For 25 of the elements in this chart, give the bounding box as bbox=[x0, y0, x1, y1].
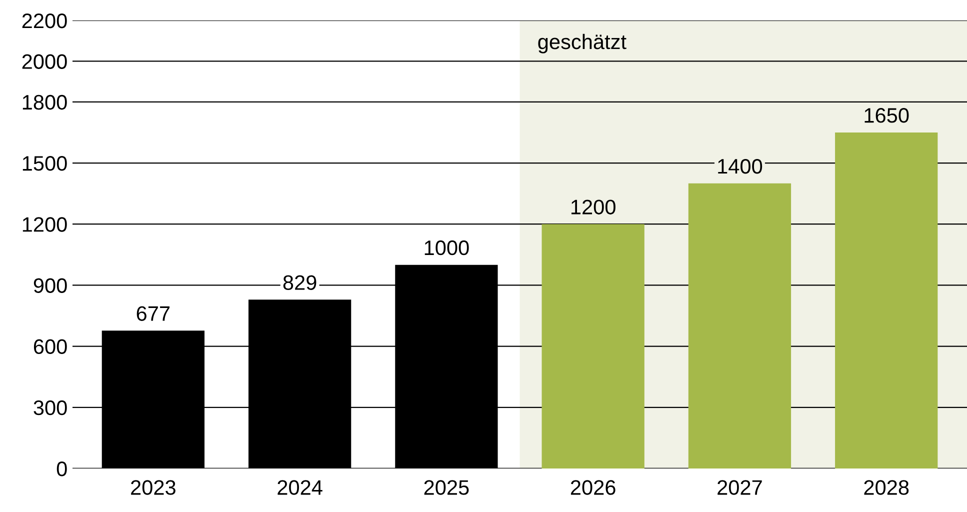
x-tick-label: 2027 bbox=[718, 480, 762, 495]
data-label: 1400 bbox=[718, 158, 762, 174]
data-label: 829 bbox=[283, 275, 316, 290]
bar bbox=[835, 132, 938, 468]
y-tick-label: 2200 bbox=[22, 13, 67, 28]
y-tick-label: 1500 bbox=[22, 156, 67, 171]
y-tick-label: 900 bbox=[34, 278, 67, 293]
bar bbox=[542, 224, 644, 468]
y-tick-label: 1800 bbox=[22, 94, 67, 110]
y-tick-label: 1200 bbox=[22, 217, 67, 232]
data-label: 1650 bbox=[864, 108, 909, 123]
x-tick-label: 2028 bbox=[864, 480, 909, 495]
data-label: 1200 bbox=[572, 200, 616, 214]
x-tick-label: 2025 bbox=[424, 480, 469, 495]
y-tick-label: 2000 bbox=[22, 54, 67, 69]
band-label: geschätzt bbox=[538, 34, 626, 54]
data-label: 677 bbox=[136, 306, 170, 321]
bar bbox=[688, 183, 792, 468]
y-tick-label: 0 bbox=[56, 461, 67, 476]
y-tick-label: 600 bbox=[34, 339, 67, 354]
data-label: 1000 bbox=[424, 240, 469, 256]
x-tick-label: 2023 bbox=[131, 480, 176, 495]
x-tick-label: 2024 bbox=[278, 480, 322, 495]
x-tick-label: 2026 bbox=[570, 480, 616, 495]
y-tick-label: 300 bbox=[34, 400, 67, 416]
